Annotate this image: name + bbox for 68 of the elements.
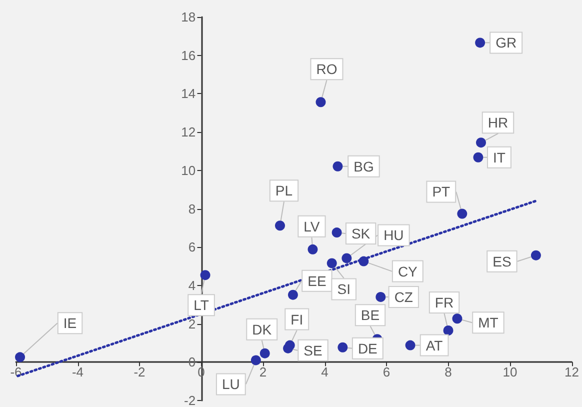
data-label: LU xyxy=(222,376,240,392)
point xyxy=(200,270,210,280)
point xyxy=(275,220,285,231)
point xyxy=(457,208,468,219)
x-tick-label: 8 xyxy=(444,364,452,380)
x-tick-label: 10 xyxy=(502,364,518,380)
point xyxy=(308,244,318,254)
data-label: FR xyxy=(434,294,454,311)
y-tick-label: 10 xyxy=(181,162,196,178)
y-tick-label: 14 xyxy=(181,86,196,102)
data-label: EE xyxy=(308,272,326,289)
point xyxy=(316,97,326,108)
x-tick-label: -4 xyxy=(72,364,84,380)
x-tick-label: 2 xyxy=(259,364,267,380)
point xyxy=(473,152,484,162)
data-label: GR xyxy=(496,34,517,51)
point xyxy=(443,326,454,336)
x-tick-label: 12 xyxy=(564,364,580,380)
data-label: ES xyxy=(492,253,512,270)
data-label: RO xyxy=(316,61,338,78)
y-tick-label: 4 xyxy=(188,278,196,293)
data-label: CZ xyxy=(394,288,414,305)
data-label: MT xyxy=(478,314,499,331)
data-label: IT xyxy=(492,149,506,166)
y-tick-label: 12 xyxy=(181,124,196,140)
point xyxy=(476,138,486,148)
point xyxy=(358,256,369,266)
x-tick-label: -2 xyxy=(134,364,146,380)
point xyxy=(376,292,386,302)
data-label: IE xyxy=(63,315,77,332)
point xyxy=(338,342,348,352)
data-label: DE xyxy=(358,340,378,356)
point xyxy=(260,348,270,358)
point xyxy=(475,38,486,48)
data-label: PL xyxy=(275,182,293,199)
y-tick-label: 16 xyxy=(181,48,196,63)
data-label: FI xyxy=(290,311,304,328)
point xyxy=(530,250,541,260)
data-label: SI xyxy=(337,281,350,298)
data-label: LT xyxy=(194,297,210,314)
point xyxy=(405,340,416,350)
y-tick-label: 18 xyxy=(181,10,196,24)
point xyxy=(332,161,343,172)
data-label: DK xyxy=(252,321,272,338)
data-label: SE xyxy=(304,342,322,358)
data-label: BG xyxy=(354,158,374,174)
y-tick-label: 2 xyxy=(188,316,196,332)
data-label: BE xyxy=(360,307,380,324)
x-tick-label: 4 xyxy=(321,364,328,380)
point xyxy=(250,355,261,366)
data-label: SK xyxy=(351,226,371,242)
y-tick-label: -2 xyxy=(184,393,196,407)
data-label: CY xyxy=(398,263,418,280)
point xyxy=(326,258,337,268)
data-label: AT xyxy=(426,337,444,354)
point xyxy=(332,228,342,238)
data-label: HR xyxy=(488,114,508,131)
x-tick-label: 6 xyxy=(382,364,390,380)
point xyxy=(15,352,26,362)
y-tick-label: 6 xyxy=(188,240,196,255)
point xyxy=(288,290,298,300)
data-label: PT xyxy=(432,184,451,200)
point xyxy=(452,314,462,324)
data-label: HU xyxy=(384,227,404,244)
y-tick-label: 8 xyxy=(188,201,196,216)
point xyxy=(283,343,294,354)
data-label: LV xyxy=(304,218,320,234)
point xyxy=(342,253,352,264)
